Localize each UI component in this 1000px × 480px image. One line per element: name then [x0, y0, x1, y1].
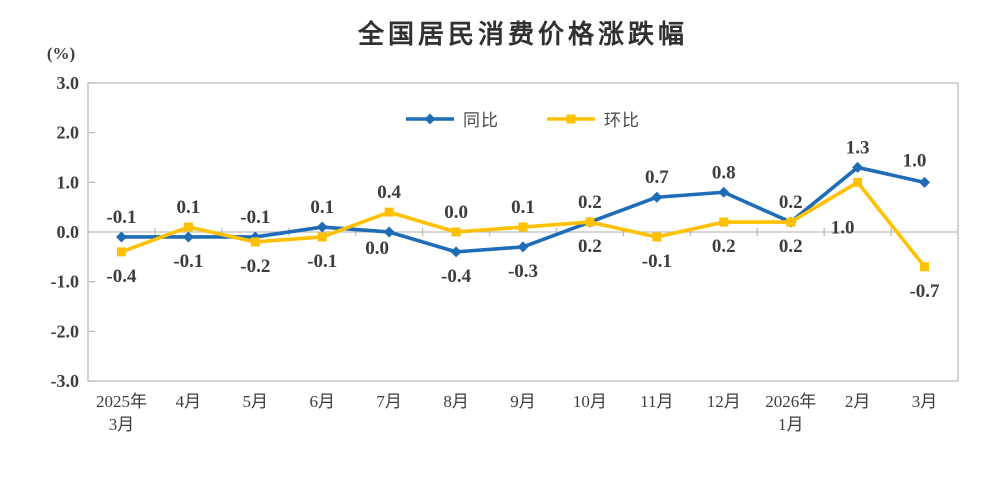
series-0-marker [651, 191, 663, 203]
x-tick-label: 2月 [845, 392, 871, 411]
series-0-marker [316, 221, 328, 233]
series-1-marker [719, 217, 729, 227]
series-0-point-label: 0.2 [578, 192, 602, 213]
series-0-point-label: 0.1 [310, 197, 334, 218]
series-1-point-label: 0.1 [177, 197, 201, 218]
series-0-point-label: 0.8 [712, 162, 736, 183]
x-tick-label: 10月 [573, 392, 607, 411]
x-tick-label: 3月 [912, 392, 938, 411]
y-tick-label: -2.0 [51, 321, 80, 341]
series-0-marker [115, 231, 127, 243]
series-1-point-label: 1.0 [831, 217, 855, 238]
series-1-point-label: -0.1 [642, 251, 672, 272]
series-0-marker [852, 161, 864, 173]
series-0-marker [517, 241, 529, 253]
series-1-marker [853, 177, 863, 187]
y-tick-label: 0.0 [57, 222, 80, 242]
series-0-point-label: -0.1 [173, 251, 203, 272]
series-1-marker [920, 262, 930, 272]
series-0-point-label: 0.7 [645, 167, 669, 188]
series-1-point-label: 0.2 [578, 236, 602, 257]
x-tick-label: 4月 [176, 392, 202, 411]
y-tick-label: -3.0 [51, 371, 80, 391]
x-tick-label: 6月 [309, 392, 335, 411]
series-0-point-label: 0.2 [779, 192, 803, 213]
series-1-point-label: -0.2 [240, 256, 270, 277]
series-0-marker [450, 246, 462, 258]
series-0-point-label: -0.4 [441, 266, 472, 287]
series-0-point-label: 0.0 [365, 238, 389, 259]
series-1-marker [518, 222, 528, 232]
series-1-point-label: -0.1 [307, 251, 337, 272]
series-0-marker [383, 226, 395, 238]
series-0-point-label: 1.3 [846, 137, 870, 158]
series-1-marker [384, 207, 394, 217]
series-1-point-label: 0.1 [511, 197, 535, 218]
series-1-marker [786, 217, 796, 227]
x-tick-label: 7月 [376, 392, 402, 411]
series-1-marker [250, 237, 260, 247]
series-1-point-label: 0.0 [444, 202, 468, 223]
x-tick-label: 5月 [243, 392, 269, 411]
x-tick-label: 11月 [640, 392, 673, 411]
series-1-point-label: -0.7 [909, 281, 940, 302]
x-tick-label: 9月 [510, 392, 536, 411]
series-1-point-label: 0.4 [377, 182, 401, 203]
series-0-marker [182, 231, 194, 243]
x-tick-label: 8月 [443, 392, 469, 411]
series-1-marker [116, 247, 126, 257]
series-0-marker [718, 186, 730, 198]
chart-title: 全国居民消费价格涨跌幅 [357, 19, 688, 49]
series-0-point-label: -0.1 [240, 207, 270, 228]
series-0-point-label: 1.0 [903, 150, 927, 171]
x-tick-label: 2025年 3月 [96, 392, 147, 434]
x-tick-label: 2026年 1月 [765, 392, 816, 434]
y-tick-label: 2.0 [57, 123, 80, 143]
series-1-marker [183, 222, 193, 232]
y-axis-unit-label: (%) [46, 44, 76, 63]
series-1-point-label: 0.2 [712, 236, 736, 257]
series-1-marker [652, 232, 662, 242]
y-tick-label: 3.0 [57, 73, 80, 93]
y-tick-label: 1.0 [57, 172, 80, 192]
y-tick-label: -1.0 [51, 272, 80, 292]
x-tick-label: 12月 [707, 392, 741, 411]
series-1-point-label: -0.4 [106, 266, 137, 287]
series-0-point-label: -0.3 [508, 261, 538, 282]
series-1-marker [317, 232, 327, 242]
series-1-marker [585, 217, 595, 227]
series-1-point-label: 0.2 [779, 236, 803, 257]
series-0-marker [919, 176, 931, 188]
series-0-point-label: -0.1 [106, 207, 136, 228]
series-1-marker [451, 227, 461, 237]
